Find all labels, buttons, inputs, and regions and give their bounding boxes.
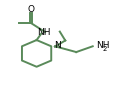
Text: 2: 2 [103,45,107,52]
Text: O: O [28,5,35,14]
Text: NH: NH [37,28,51,37]
Text: NH: NH [96,41,109,50]
Text: N: N [55,41,61,50]
